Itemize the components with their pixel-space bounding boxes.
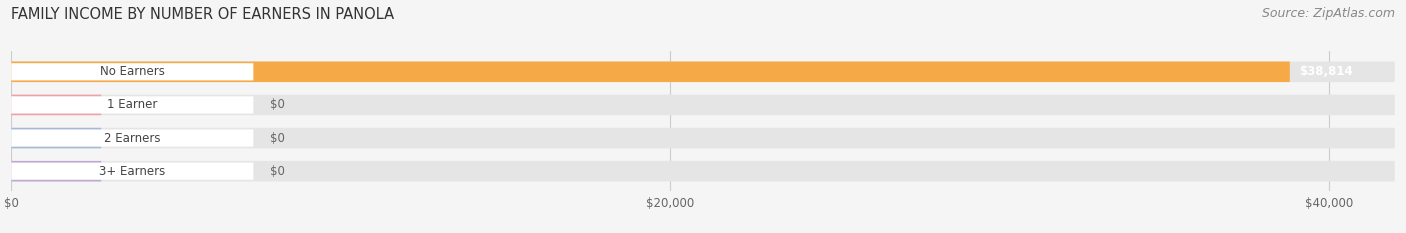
FancyBboxPatch shape [11, 63, 253, 80]
Text: $0: $0 [270, 165, 285, 178]
Text: 2 Earners: 2 Earners [104, 132, 160, 144]
Text: Source: ZipAtlas.com: Source: ZipAtlas.com [1261, 7, 1395, 20]
Text: No Earners: No Earners [100, 65, 165, 78]
FancyBboxPatch shape [11, 128, 101, 148]
FancyBboxPatch shape [11, 163, 253, 180]
Text: FAMILY INCOME BY NUMBER OF EARNERS IN PANOLA: FAMILY INCOME BY NUMBER OF EARNERS IN PA… [11, 7, 394, 22]
Text: 3+ Earners: 3+ Earners [100, 165, 166, 178]
FancyBboxPatch shape [11, 128, 1395, 148]
FancyBboxPatch shape [11, 95, 1395, 115]
FancyBboxPatch shape [11, 62, 1395, 82]
FancyBboxPatch shape [11, 130, 253, 147]
FancyBboxPatch shape [11, 95, 101, 115]
FancyBboxPatch shape [11, 96, 253, 113]
Text: $38,814: $38,814 [1299, 65, 1353, 78]
FancyBboxPatch shape [11, 161, 1395, 182]
Text: $0: $0 [270, 132, 285, 144]
Text: $0: $0 [270, 98, 285, 111]
FancyBboxPatch shape [11, 161, 101, 182]
FancyBboxPatch shape [11, 62, 1289, 82]
Text: 1 Earner: 1 Earner [107, 98, 157, 111]
